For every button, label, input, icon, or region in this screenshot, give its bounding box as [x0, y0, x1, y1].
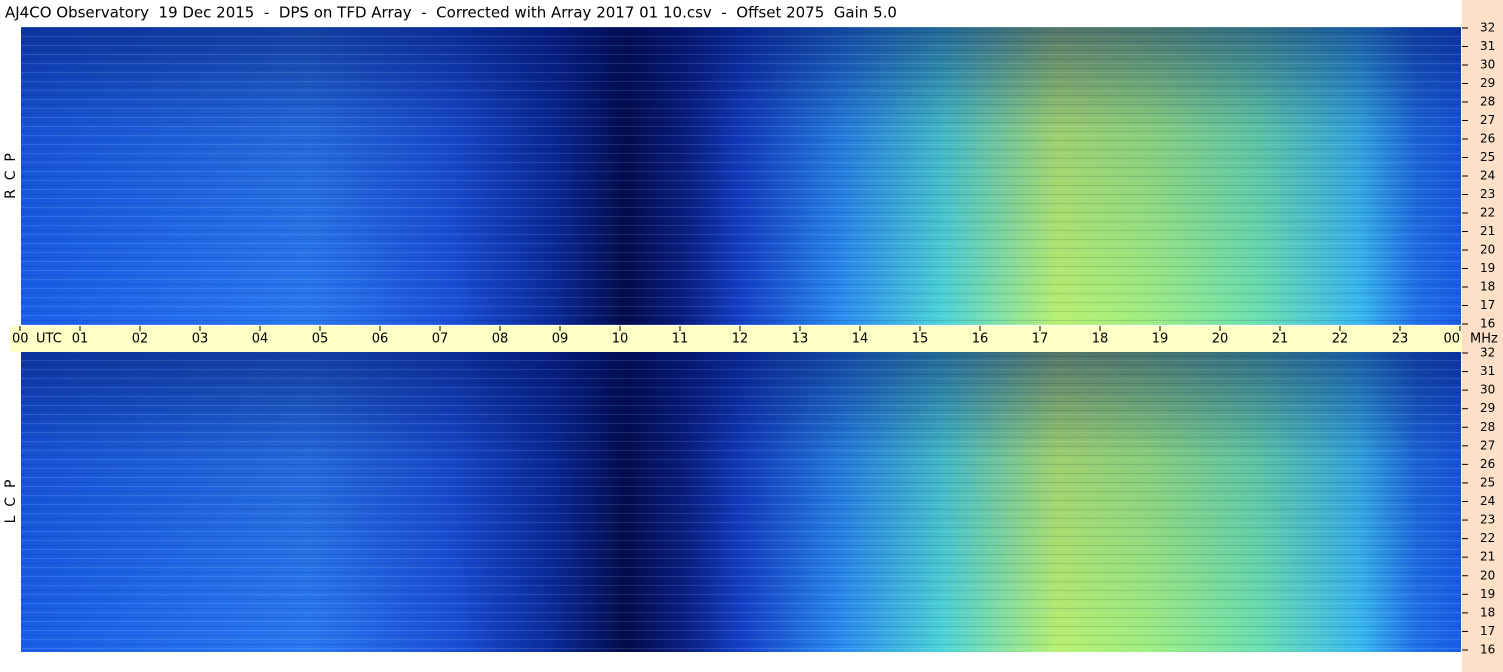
y-tick-label: 26: [1480, 132, 1495, 146]
y-tick-label: 18: [1480, 605, 1495, 619]
y-tick-label: 31: [1480, 364, 1495, 378]
y-tick-label: 32: [1480, 21, 1495, 35]
panel-label: L C P: [3, 480, 19, 524]
panel-bottom: [21, 352, 1461, 652]
x-tick-label: 21: [1272, 332, 1289, 347]
x-tick-label: 04: [252, 332, 269, 347]
y-tick-label: 23: [1480, 187, 1495, 201]
x-tick-label: 23: [1392, 332, 1409, 347]
x-tick-label: 00: [1443, 332, 1460, 347]
x-tick-label: 17: [1032, 332, 1049, 347]
x-tick-label: 11: [672, 332, 689, 347]
y-tick-label: 19: [1480, 587, 1495, 601]
y-tick-label: 16: [1480, 643, 1495, 657]
x-tick-label: 14: [852, 332, 869, 347]
x-tick-label: 12: [732, 332, 749, 347]
y-tick-label: 28: [1480, 420, 1495, 434]
y-tick-label: 20: [1480, 243, 1495, 257]
y-tick-label: 20: [1480, 568, 1495, 582]
x-axis-label: UTC: [36, 332, 62, 347]
y-tick-label: 29: [1480, 76, 1495, 90]
x-tick-label: 05: [312, 332, 329, 347]
y-tick-label: 32: [1480, 346, 1495, 360]
x-tick-label: 10: [612, 332, 629, 347]
y-tick-label: 29: [1480, 401, 1495, 415]
chart-title: AJ4CO Observatory 19 Dec 2015 - DPS on T…: [5, 4, 897, 22]
y-tick-label: 30: [1480, 383, 1495, 397]
y-tick-label: 21: [1480, 550, 1495, 564]
x-tick-label: 20: [1212, 332, 1229, 347]
x-tick-label: 15: [912, 332, 929, 347]
x-tick-label: 13: [792, 332, 809, 347]
x-tick-label: 09: [552, 332, 569, 347]
x-tick-label: 06: [372, 332, 389, 347]
x-tick-label: 01: [72, 332, 89, 347]
y-axis-label: MHz: [1470, 332, 1498, 347]
y-tick-label: 25: [1480, 150, 1495, 164]
x-tick-label: 03: [192, 332, 209, 347]
y-tick-label: 17: [1480, 298, 1495, 312]
y-tick-label: 28: [1480, 95, 1495, 109]
y-tick-label: 27: [1480, 113, 1495, 127]
x-tick-label: 16: [972, 332, 989, 347]
x-tick-label: 22: [1332, 332, 1349, 347]
y-tick-label: 21: [1480, 224, 1495, 238]
x-tick-label: 07: [432, 332, 449, 347]
y-tick-label: 22: [1480, 531, 1495, 545]
axis-strip: [1462, 0, 1503, 672]
panel-label: R C P: [3, 153, 19, 199]
y-tick-label: 17: [1480, 624, 1495, 638]
y-tick-label: 22: [1480, 206, 1495, 220]
y-tick-label: 27: [1480, 438, 1495, 452]
y-tick-label: 24: [1480, 494, 1495, 508]
x-tick-label: 19: [1152, 332, 1169, 347]
y-tick-label: 26: [1480, 457, 1495, 471]
y-tick-label: 24: [1480, 169, 1495, 183]
y-tick-label: 30: [1480, 58, 1495, 72]
stripes: [21, 352, 1461, 652]
y-tick-label: 25: [1480, 475, 1495, 489]
panel-top: [21, 27, 1461, 325]
stripes: [21, 27, 1461, 325]
x-tick-label: 18: [1092, 332, 1109, 347]
x-tick-label: 00: [12, 332, 29, 347]
y-tick-label: 16: [1480, 317, 1495, 331]
x-tick-label: 02: [132, 332, 149, 347]
x-tick-label: 08: [492, 332, 509, 347]
y-tick-label: 31: [1480, 39, 1495, 53]
y-tick-label: 23: [1480, 513, 1495, 527]
y-tick-label: 18: [1480, 280, 1495, 294]
y-tick-label: 19: [1480, 261, 1495, 275]
